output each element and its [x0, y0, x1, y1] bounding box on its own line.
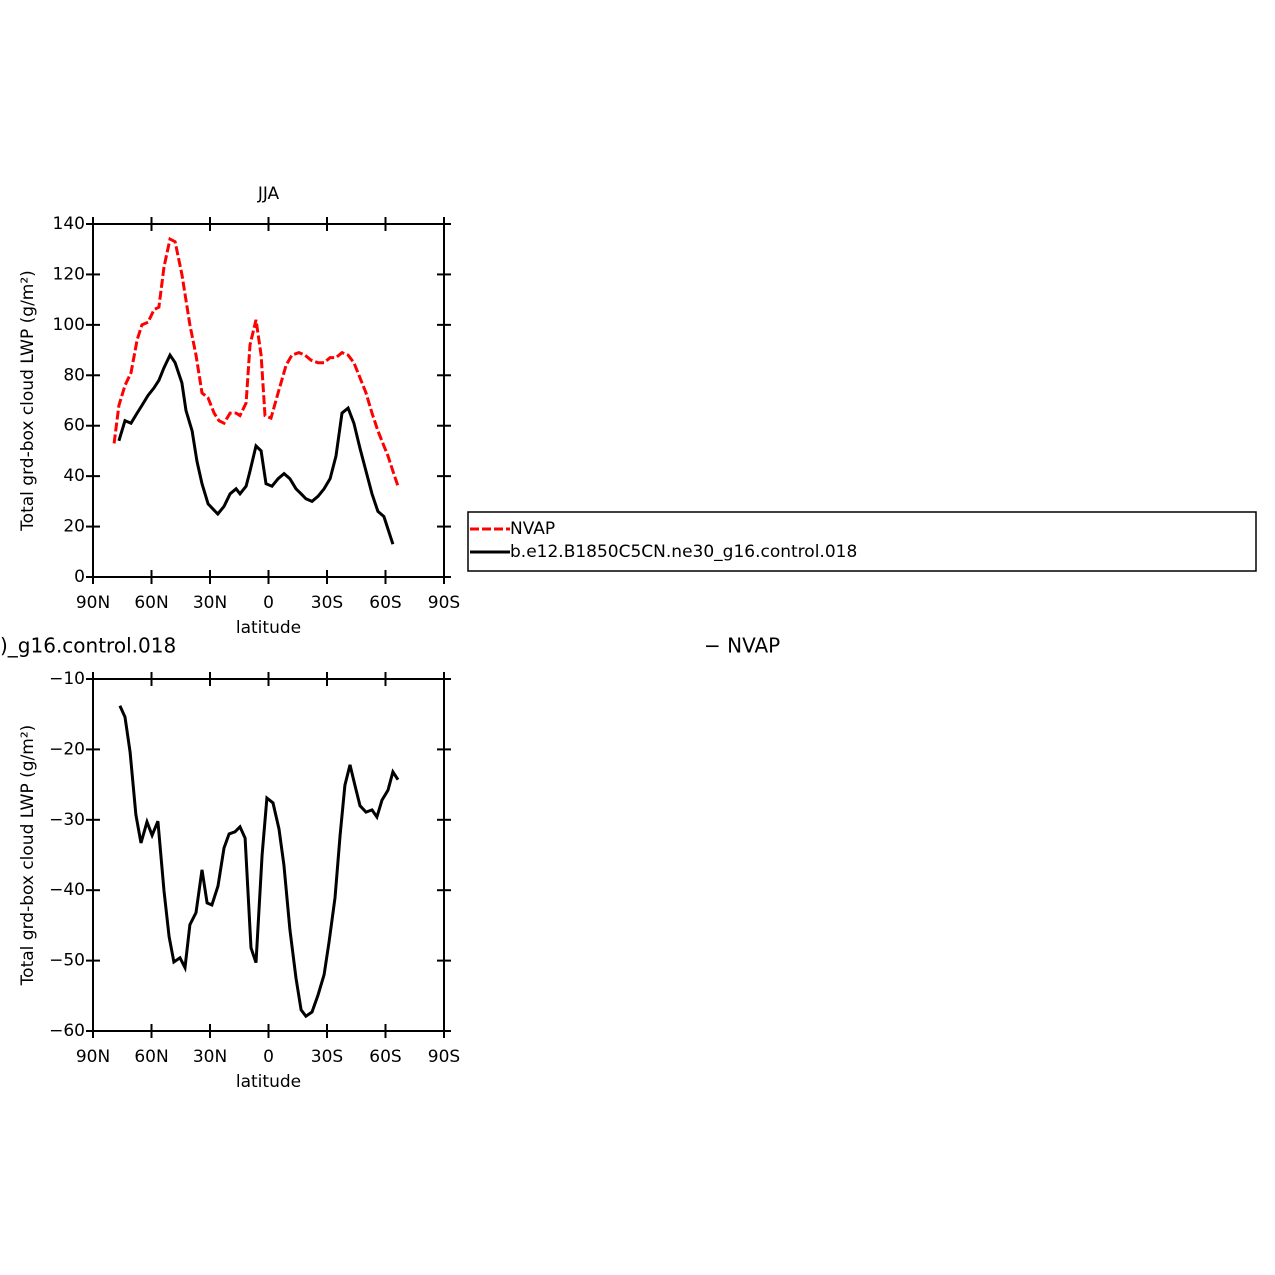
y-tick-label: −50 — [49, 951, 85, 971]
legend-label: NVAP — [510, 519, 555, 539]
legend-box — [467, 511, 1257, 572]
y-tick-label: −10 — [49, 669, 85, 689]
y-tick-label: 80 — [63, 365, 85, 385]
chart-title-left: )_g16.control.018 — [0, 634, 176, 658]
series-line — [118, 705, 400, 1019]
y-tick-label: −30 — [49, 810, 85, 830]
y-tick-label: 60 — [63, 416, 85, 436]
chart-title-right: − NVAP — [704, 634, 780, 658]
y-tick-label: −40 — [49, 880, 85, 900]
x-tick-label: 30S — [311, 593, 343, 613]
plot-frame — [92, 678, 445, 1032]
series-line — [112, 236, 400, 487]
x-tick-label: 0 — [263, 593, 274, 613]
x-tick-label: 90N — [76, 1047, 110, 1067]
x-tick-label: 0 — [263, 1047, 274, 1067]
y-tick-label: 100 — [53, 315, 85, 335]
x-tick-label: 90S — [428, 1047, 460, 1067]
x-axis-label: latitude — [236, 1072, 301, 1092]
y-tick-label: 0 — [74, 567, 85, 587]
x-tick-label: 30N — [193, 1047, 227, 1067]
x-tick-label: 60S — [369, 593, 401, 613]
x-tick-label: 60N — [134, 593, 168, 613]
y-tick-label: 20 — [63, 517, 85, 537]
x-tick-label: 30S — [311, 1047, 343, 1067]
y-tick-label: −20 — [49, 739, 85, 759]
y-tick-label: 120 — [53, 264, 85, 284]
x-tick-label: 60S — [369, 1047, 401, 1067]
x-axis-label: latitude — [236, 618, 301, 638]
y-tick-label: 140 — [53, 214, 85, 234]
x-tick-label: 90N — [76, 593, 110, 613]
chart-title: JJA — [257, 184, 280, 204]
y-tick-label: −60 — [49, 1021, 85, 1041]
series-line — [117, 352, 395, 545]
y-tick-label: 40 — [63, 466, 85, 486]
legend-label: b.e12.B1850C5CN.ne30_g16.control.018 — [510, 542, 857, 562]
x-tick-label: 60N — [134, 1047, 168, 1067]
x-tick-label: 30N — [193, 593, 227, 613]
y-axis-label: Total grd-box cloud LWP (g/m²) — [18, 725, 38, 987]
y-axis-label: Total grd-box cloud LWP (g/m²) — [18, 270, 38, 532]
x-tick-label: 90S — [428, 593, 460, 613]
